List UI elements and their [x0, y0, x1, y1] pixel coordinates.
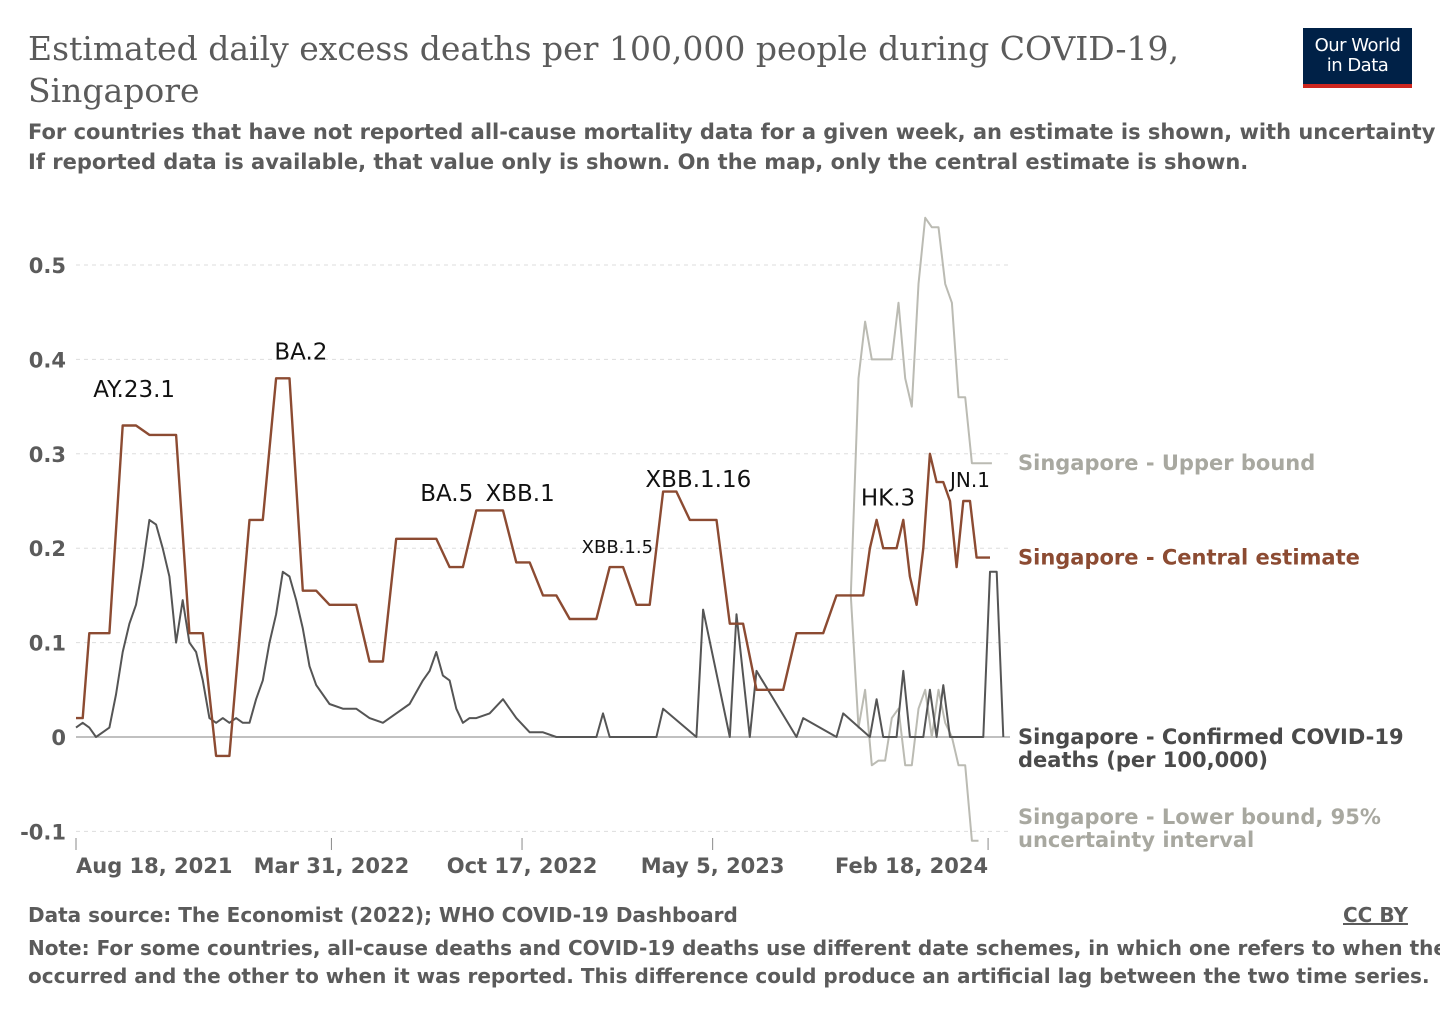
variant-annotation: XBB.1.5 [582, 537, 653, 558]
subtitle-line-2: If reported data is available, that valu… [28, 150, 1249, 174]
variant-annotation: AY.23.1 [93, 377, 175, 403]
y-tick-label: 0.5 [29, 254, 66, 278]
y-tick-label: 0.1 [29, 632, 66, 656]
y-tick-label: 0.2 [29, 537, 66, 561]
chart-subtitle: For countries that have not reported all… [28, 117, 1440, 177]
variant-annotation: JN.1 [948, 468, 990, 492]
x-tick-label: Feb 18, 2024 [835, 854, 988, 878]
legend-label[interactable]: Singapore - Confirmed COVID-19 deaths (pe… [1018, 725, 1404, 772]
series-central-estimate[interactable] [76, 377, 990, 758]
variant-annotation: HK.3 [861, 486, 915, 512]
logo-line-2: in Data [1326, 55, 1389, 76]
variant-annotation: XBB.1.16 [645, 467, 751, 493]
series-lower-bound[interactable] [849, 595, 979, 842]
logo-line-1: Our World [1314, 35, 1401, 56]
x-tick-label: May 5, 2023 [641, 854, 785, 878]
chart-note: Note: For some countries, all-cause deat… [28, 934, 1440, 990]
x-tick-label: Mar 31, 2022 [254, 854, 410, 878]
note-line-2: occurred and the other to when it was re… [28, 964, 1430, 988]
variant-annotation: BA.2 [274, 339, 327, 365]
owid-logo[interactable]: Our World in Data [1303, 28, 1412, 88]
series-layer [75, 216, 1005, 842]
license-link[interactable]: CC BY [1343, 903, 1408, 927]
axis-layer: -0.1 0 0.1 0.2 0.3 0.4 0.5 Aug 18, 2021 Mar 31, … [20, 254, 989, 878]
variant-annotation: XBB.1 [485, 481, 554, 507]
variant-annotation: BA.5 [420, 481, 473, 507]
y-tick-label: 0.4 [29, 348, 66, 372]
data-source: Data source: The Economist (2022); WHO C… [28, 903, 738, 927]
line-chart: -0.1 0 0.1 0.2 0.3 0.4 0.5 Aug 18, 2021 Mar 31, … [20, 216, 1404, 878]
annotation-layer: AY.23.1 BA.2 BA.5 XBB.1 XBB.1.5 XBB.1.16 HK.3 J… [93, 339, 990, 558]
legend-label[interactable]: Singapore - Lower bound, 95% uncertainty … [1018, 805, 1381, 852]
legend-label[interactable]: Singapore - Upper bound [1018, 451, 1315, 475]
chart-title: Estimated daily excess deaths per 100,00… [28, 29, 1179, 110]
legend-label[interactable]: Singapore - Central estimate [1018, 546, 1360, 570]
note-line-1: Note: For some countries, all-cause deat… [28, 936, 1440, 960]
x-tick-label: Aug 18, 2021 [76, 854, 233, 878]
legend-layer[interactable]: Singapore - Upper bound Singapore - Centr… [1018, 451, 1404, 852]
series-confirmed-deaths[interactable] [75, 518, 1005, 738]
x-tick-label: Oct 17, 2022 [447, 854, 598, 878]
series-upper-bound[interactable] [849, 216, 992, 596]
subtitle-line-1: For countries that have not reported all… [28, 120, 1436, 144]
y-tick-label: -0.1 [20, 820, 66, 844]
y-tick-label: 0.3 [29, 443, 66, 467]
y-tick-label: 0 [51, 726, 66, 750]
